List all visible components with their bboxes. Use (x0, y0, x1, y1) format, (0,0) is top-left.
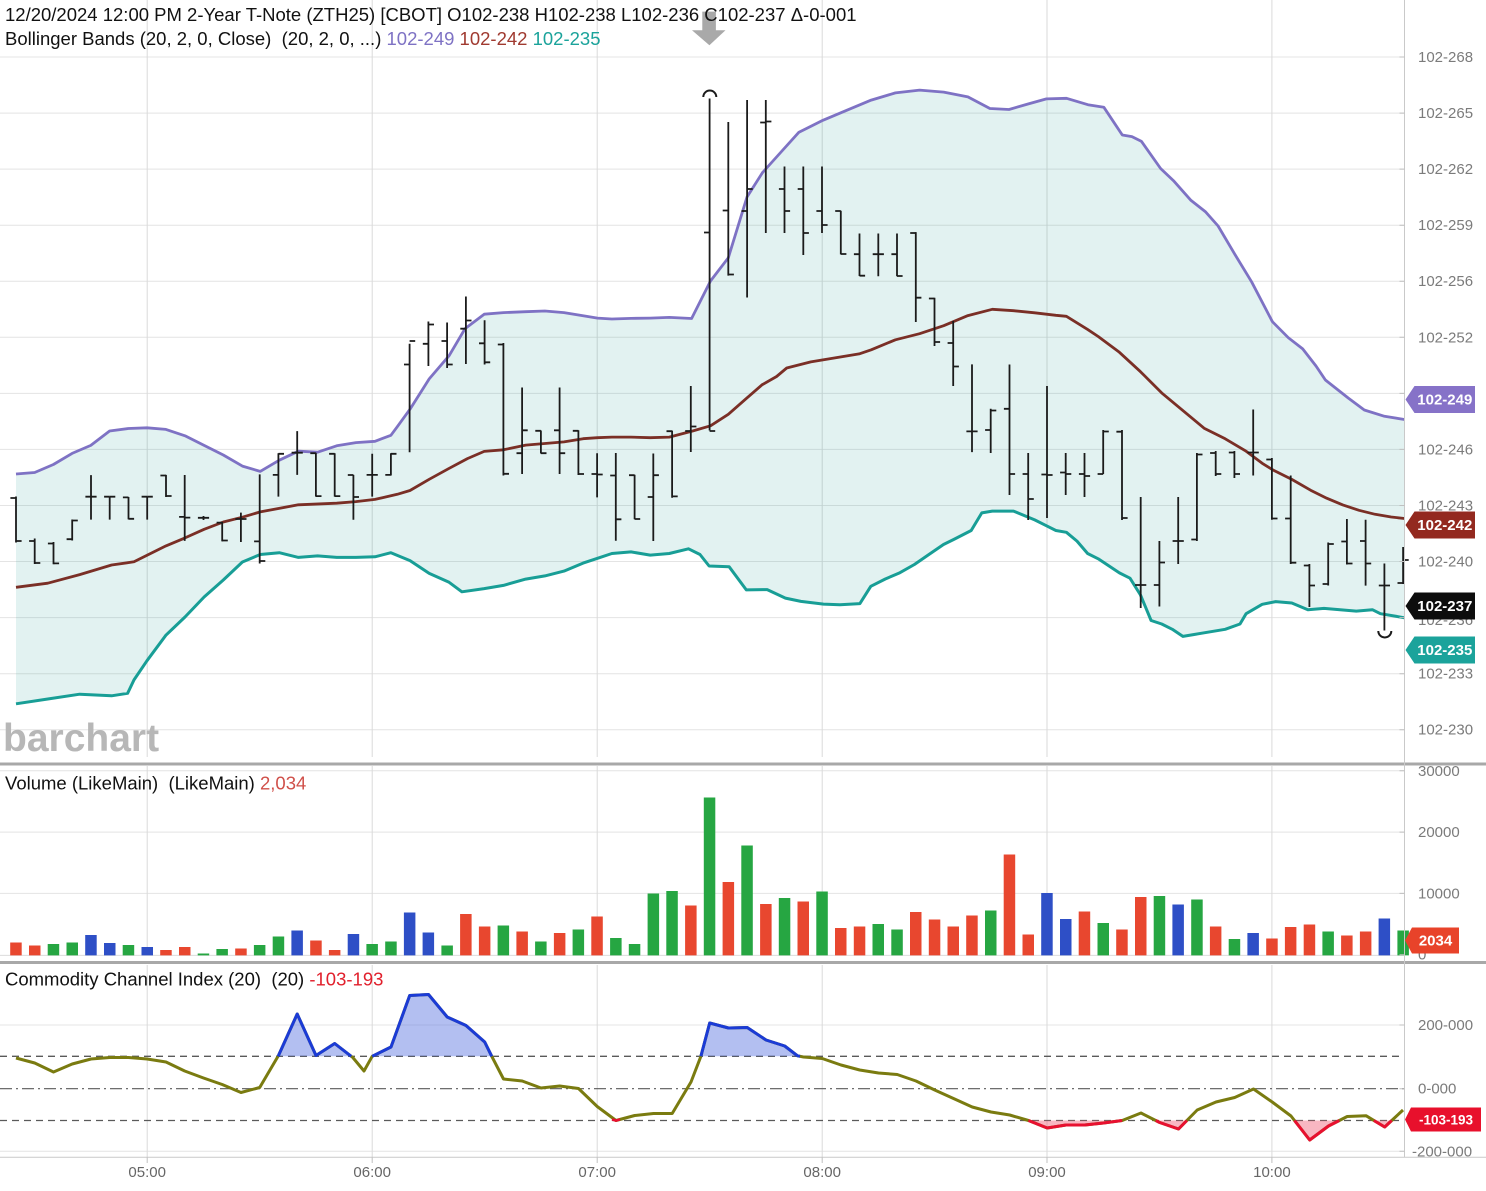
svg-text:08:00: 08:00 (803, 1164, 841, 1181)
svg-text:-103-193: -103-193 (1419, 1113, 1474, 1128)
svg-text:-200-000: -200-000 (1412, 1143, 1472, 1160)
svg-text:0: 0 (1418, 947, 1426, 964)
svg-text:barchart: barchart (3, 717, 159, 760)
svg-text:20000: 20000 (1418, 824, 1460, 841)
svg-text:102-256: 102-256 (1418, 273, 1473, 290)
svg-text:102-237: 102-237 (1417, 598, 1472, 615)
svg-text:10000: 10000 (1418, 885, 1460, 902)
svg-text:200-000: 200-000 (1418, 1017, 1473, 1034)
svg-text:102-262: 102-262 (1418, 161, 1473, 178)
svg-text:102-249: 102-249 (1417, 392, 1472, 409)
svg-text:102-246: 102-246 (1418, 441, 1473, 458)
svg-text:102-259: 102-259 (1418, 217, 1473, 234)
svg-text:Bollinger Bands (20, 2, 0, Clo: Bollinger Bands (20, 2, 0, Close) (20, 2… (5, 28, 601, 49)
svg-text:30000: 30000 (1418, 763, 1460, 780)
svg-text:07:00: 07:00 (578, 1164, 616, 1181)
svg-text:102-230: 102-230 (1418, 722, 1473, 739)
svg-text:2034: 2034 (1419, 933, 1453, 950)
svg-text:Volume (LikeMain) (LikeMain): Volume (LikeMain) (LikeMain) 2,034 (5, 773, 306, 794)
svg-text:102-235: 102-235 (1417, 642, 1472, 659)
svg-text:102-242: 102-242 (1417, 517, 1472, 534)
svg-text:Commodity Channel Index (20): Commodity Channel Index (20) (20) -103-1… (5, 969, 383, 990)
svg-text:102-233: 102-233 (1418, 666, 1473, 683)
svg-text:102-268: 102-268 (1418, 49, 1473, 66)
svg-text:05:00: 05:00 (128, 1164, 166, 1181)
svg-text:102-265: 102-265 (1418, 105, 1473, 122)
svg-text:0-000: 0-000 (1418, 1081, 1456, 1098)
svg-text:10:00: 10:00 (1253, 1164, 1291, 1181)
svg-text:102-252: 102-252 (1418, 329, 1473, 346)
svg-text:06:00: 06:00 (353, 1164, 391, 1181)
svg-text:12/20/2024 12:00 PM 2-Year T-N: 12/20/2024 12:00 PM 2-Year T-Note (ZTH25… (5, 4, 857, 25)
svg-text:09:00: 09:00 (1028, 1164, 1066, 1181)
svg-text:102-240: 102-240 (1418, 554, 1473, 571)
svg-text:102-243: 102-243 (1418, 497, 1473, 514)
